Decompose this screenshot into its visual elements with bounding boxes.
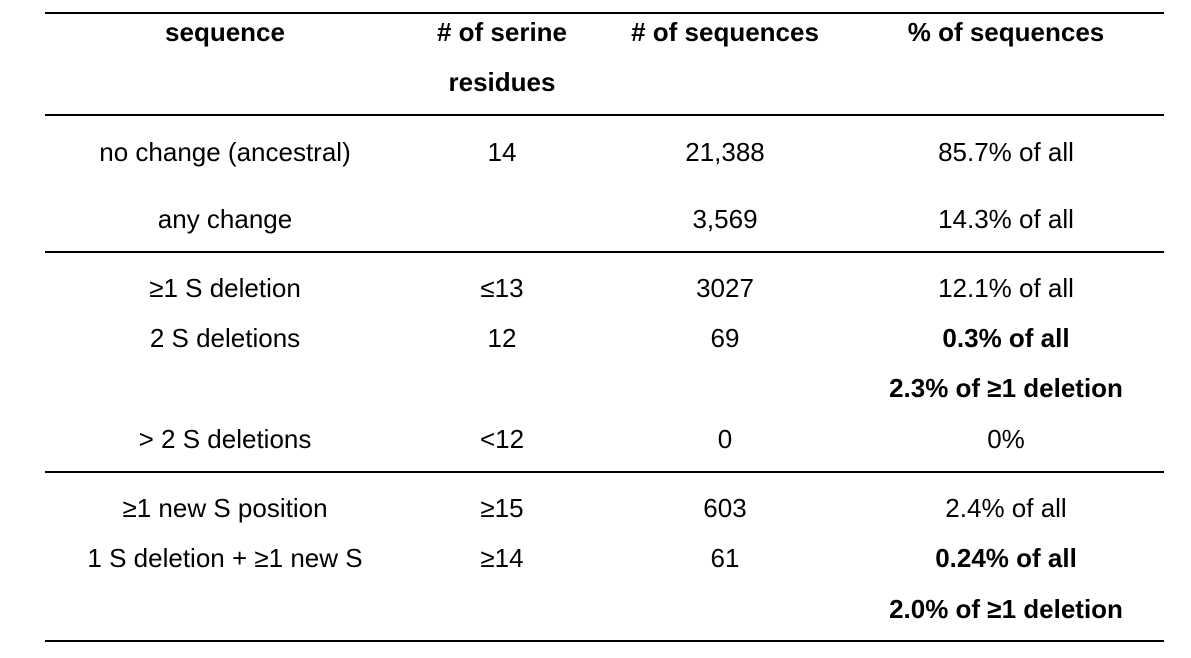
header-serine-residues-line2: residues: [448, 67, 556, 97]
table-cell-serine: ≤13: [480, 273, 524, 303]
table-cell-count: 3,569: [692, 204, 758, 234]
table-cell-sequence: ≥1 S deletion: [149, 273, 301, 303]
header-serine-residues-line1: # of serine: [436, 17, 568, 47]
table-cell-sequence: > 2 S deletions: [138, 424, 312, 454]
table-bottom-rule: [45, 640, 1164, 642]
table-cell-percent: 85.7% of all: [938, 137, 1074, 167]
group-divider-rule: [45, 251, 1164, 253]
table-cell-percent: 0.24% of all: [935, 543, 1077, 573]
table-cell-percent-secondary: 2.3% of ≥1 deletion: [889, 373, 1123, 403]
table-cell-percent: 0%: [987, 424, 1025, 454]
table-cell-sequence: 1 S deletion + ≥1 new S: [87, 543, 363, 573]
group-divider-rule: [45, 471, 1164, 473]
table-cell-sequence: any change: [157, 204, 293, 234]
header-num-sequences: # of sequences: [631, 17, 819, 47]
table-cell-serine: 14: [487, 137, 517, 167]
table-cell-sequence: no change (ancestral): [99, 137, 351, 167]
table-cell-serine: <12: [479, 424, 525, 454]
table-cell-serine: ≥14: [480, 543, 524, 573]
table-cell-percent-secondary: 2.0% of ≥1 deletion: [889, 594, 1123, 624]
table-cell-percent: 2.4% of all: [945, 493, 1067, 523]
table-cell-count: 69: [710, 323, 740, 353]
table-top-rule: [45, 12, 1164, 14]
table-cell-serine: ≥15: [480, 493, 524, 523]
table-cell-count: 0: [717, 424, 733, 454]
table-cell-sequence: ≥1 new S position: [122, 493, 328, 523]
table-cell-count: 3027: [696, 273, 754, 303]
table-cell-sequence: 2 S deletions: [149, 323, 301, 353]
table-cell-percent: 12.1% of all: [938, 273, 1074, 303]
table-cell-count: 21,388: [685, 137, 765, 167]
header-percent-sequences: % of sequences: [907, 17, 1105, 47]
table-cell-count: 61: [710, 543, 740, 573]
table-cell-serine: 12: [487, 323, 517, 353]
header-bottom-rule: [45, 114, 1164, 116]
table-cell-percent: 0.3% of all: [942, 323, 1070, 353]
table-cell-percent: 14.3% of all: [938, 204, 1074, 234]
table-cell-count: 603: [703, 493, 747, 523]
header-sequence: sequence: [165, 17, 285, 47]
